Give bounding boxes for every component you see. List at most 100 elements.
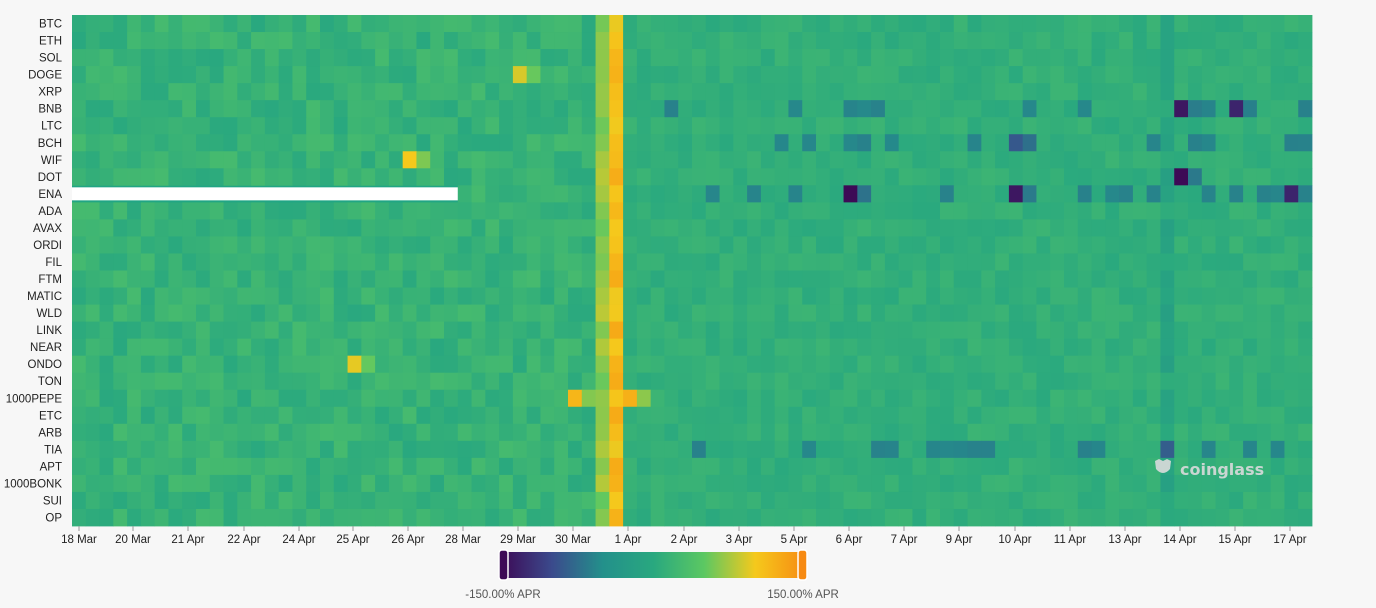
heatmap-cell[interactable]	[1243, 185, 1258, 203]
heatmap-cell[interactable]	[829, 253, 844, 271]
heatmap-cell[interactable]	[568, 168, 583, 186]
heatmap-cell[interactable]	[540, 406, 555, 425]
heatmap-cell[interactable]	[719, 185, 734, 203]
heatmap-cell[interactable]	[857, 83, 872, 101]
heatmap-cell[interactable]	[1119, 66, 1134, 84]
heatmap-cell[interactable]	[760, 202, 776, 220]
heatmap-cell[interactable]	[981, 253, 996, 271]
heatmap-cell[interactable]	[485, 287, 500, 305]
heatmap-cell[interactable]	[471, 304, 486, 322]
heatmap-cell[interactable]	[926, 423, 941, 442]
heatmap-cell[interactable]	[237, 457, 252, 476]
heatmap-cell[interactable]	[526, 304, 541, 322]
heatmap-cell[interactable]	[554, 270, 569, 288]
heatmap-cell[interactable]	[816, 168, 831, 186]
heatmap-cell[interactable]	[664, 474, 679, 493]
heatmap-cell[interactable]	[1132, 83, 1148, 101]
heatmap-cell[interactable]	[1256, 117, 1272, 135]
heatmap-cell[interactable]	[1132, 66, 1148, 84]
heatmap-cell[interactable]	[1188, 151, 1203, 169]
heatmap-cell[interactable]	[251, 457, 266, 476]
heatmap-cell[interactable]	[375, 117, 390, 135]
heatmap-cell[interactable]	[182, 32, 197, 50]
heatmap-cell[interactable]	[1105, 508, 1120, 527]
heatmap-cell[interactable]	[320, 457, 335, 476]
heatmap-cell[interactable]	[1215, 389, 1230, 408]
heatmap-cell[interactable]	[664, 508, 679, 527]
heatmap-cell[interactable]	[140, 253, 156, 271]
heatmap-cell[interactable]	[526, 100, 541, 118]
heatmap-cell[interactable]	[1008, 491, 1024, 510]
heatmap-cell[interactable]	[1256, 270, 1272, 288]
heatmap-cell[interactable]	[554, 117, 569, 135]
heatmap-cell[interactable]	[623, 372, 638, 391]
heatmap-cell[interactable]	[499, 304, 514, 322]
heatmap-cell[interactable]	[871, 457, 886, 476]
heatmap-cell[interactable]	[705, 457, 720, 476]
heatmap-cell[interactable]	[884, 185, 900, 203]
heatmap-cell[interactable]	[1119, 168, 1134, 186]
heatmap-cell[interactable]	[333, 372, 348, 391]
heatmap-cell[interactable]	[72, 440, 87, 459]
heatmap-cell[interactable]	[182, 117, 197, 135]
heatmap-cell[interactable]	[347, 32, 362, 50]
heatmap-cell[interactable]	[926, 474, 941, 493]
heatmap-cell[interactable]	[636, 508, 652, 527]
heatmap-cell[interactable]	[857, 100, 872, 118]
heatmap-cell[interactable]	[499, 321, 514, 340]
heatmap-cell[interactable]	[664, 491, 679, 510]
heatmap-cell[interactable]	[788, 440, 803, 459]
heatmap-cell[interactable]	[581, 185, 596, 203]
heatmap-cell[interactable]	[361, 15, 376, 33]
heatmap-cell[interactable]	[678, 457, 693, 476]
heatmap-cell[interactable]	[237, 83, 252, 101]
heatmap-cell[interactable]	[1284, 287, 1299, 305]
heatmap-cell[interactable]	[1298, 100, 1313, 118]
heatmap-cell[interactable]	[209, 423, 224, 442]
heatmap-cell[interactable]	[471, 287, 486, 305]
heatmap-cell[interactable]	[692, 151, 707, 169]
heatmap-cell[interactable]	[1132, 117, 1148, 135]
heatmap-cell[interactable]	[953, 49, 968, 67]
heatmap-cell[interactable]	[692, 100, 707, 118]
heatmap-cell[interactable]	[264, 321, 280, 340]
heatmap-cell[interactable]	[85, 270, 100, 288]
heatmap-cell[interactable]	[1077, 287, 1092, 305]
heatmap-cell[interactable]	[967, 270, 982, 288]
heatmap-cell[interactable]	[140, 66, 156, 84]
heatmap-cell[interactable]	[168, 508, 183, 527]
heatmap-cell[interactable]	[788, 304, 803, 322]
heatmap-cell[interactable]	[1022, 457, 1037, 476]
heatmap-cell[interactable]	[457, 440, 472, 459]
heatmap-cell[interactable]	[940, 270, 955, 288]
heatmap-cell[interactable]	[388, 270, 404, 288]
heatmap-cell[interactable]	[678, 440, 693, 459]
heatmap-cell[interactable]	[1270, 355, 1285, 374]
heatmap-cell[interactable]	[733, 304, 748, 322]
heatmap-cell[interactable]	[485, 185, 500, 203]
heatmap-cell[interactable]	[251, 508, 266, 527]
heatmap-cell[interactable]	[1132, 151, 1148, 169]
heatmap-cell[interactable]	[306, 151, 321, 169]
heatmap-cell[interactable]	[1243, 134, 1258, 152]
heatmap-cell[interactable]	[361, 32, 376, 50]
heatmap-cell[interactable]	[609, 134, 624, 152]
heatmap-cell[interactable]	[829, 236, 844, 254]
heatmap-cell[interactable]	[416, 49, 431, 67]
heatmap-cell[interactable]	[1215, 219, 1230, 237]
heatmap-cell[interactable]	[1298, 219, 1313, 237]
heatmap-cell[interactable]	[278, 304, 293, 322]
heatmap-cell[interactable]	[237, 508, 252, 527]
heatmap-cell[interactable]	[760, 100, 776, 118]
heatmap-cell[interactable]	[705, 508, 720, 527]
heatmap-cell[interactable]	[320, 15, 335, 33]
heatmap-cell[interactable]	[568, 185, 583, 203]
heatmap-cell[interactable]	[1270, 15, 1285, 33]
heatmap-cell[interactable]	[1201, 440, 1216, 459]
heatmap-cell[interactable]	[760, 406, 776, 425]
heatmap-cell[interactable]	[1215, 32, 1230, 50]
heatmap-cell[interactable]	[719, 355, 734, 374]
heatmap-cell[interactable]	[554, 253, 569, 271]
heatmap-cell[interactable]	[471, 219, 486, 237]
heatmap-cell[interactable]	[926, 236, 941, 254]
